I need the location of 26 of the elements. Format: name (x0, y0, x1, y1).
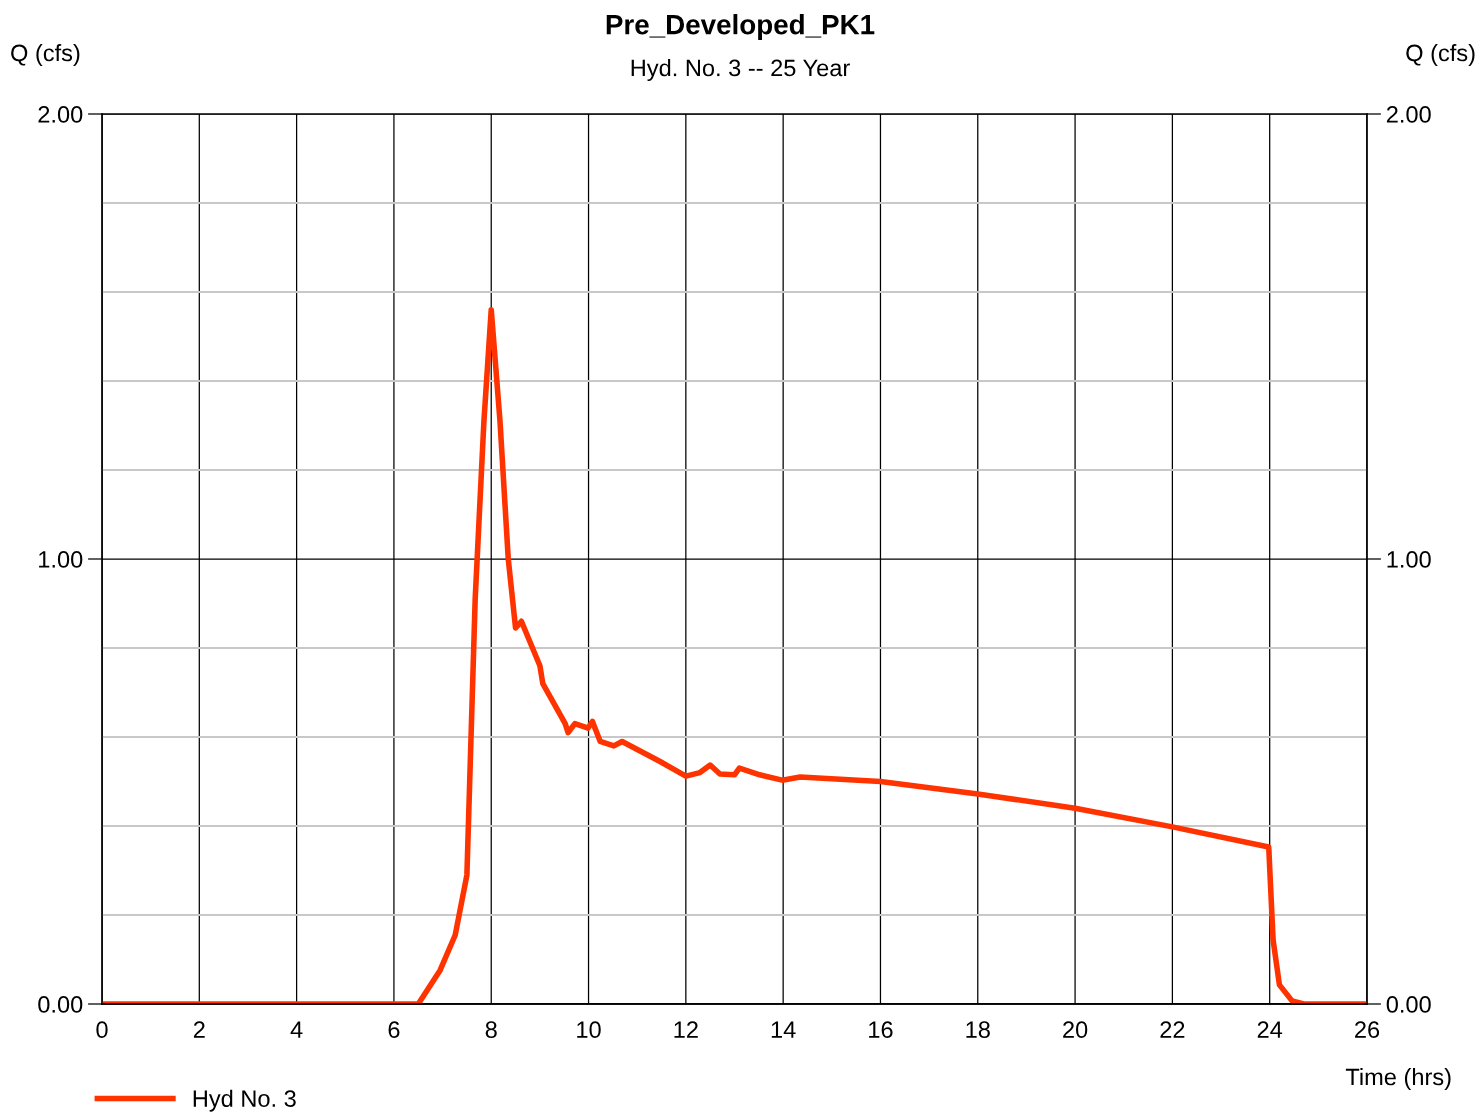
x-tick-label: 22 (1160, 1021, 1185, 1038)
x-tick-label: 16 (869, 1021, 893, 1039)
x-tick-label: 12 (674, 1021, 698, 1038)
chart-title: Pre_Developed_PK1 (606, 14, 875, 40)
x-axis-title: Time (hrs) (1345, 1067, 1451, 1090)
y-tick-label: 0.00 (38, 996, 83, 1013)
x-tick-label: 26 (1355, 1021, 1380, 1039)
x-tick-label: 0 (96, 1021, 108, 1039)
x-tick-label: 6 (388, 1021, 400, 1039)
y2-tick-label: 1.00 (1387, 551, 1431, 568)
x-tick-label: 4 (290, 1021, 303, 1038)
x-tick-label: 14 (771, 1021, 796, 1038)
y2-tick-label: 2.00 (1386, 106, 1431, 123)
x-tick-label: 8 (485, 1021, 497, 1039)
y-axis-title: Q (cfs) (11, 44, 80, 66)
x-tick-label: 10 (577, 1021, 601, 1039)
x-tick-label: 2 (193, 1021, 205, 1038)
x-tick-label: 20 (1063, 1021, 1088, 1039)
y-tick-label: 2.00 (38, 106, 83, 123)
legend-label: Hyd No. 3 (193, 1089, 296, 1112)
chart-subtitle: Hyd. No. 3 -- 25 Year (631, 59, 850, 81)
x-tick-label: 24 (1257, 1021, 1283, 1038)
y2-axis-title: Q (cfs) (1406, 44, 1475, 66)
x-tick-label: 18 (966, 1021, 990, 1039)
y2-tick-label: 0.00 (1386, 996, 1431, 1013)
y-tick-label: 1.00 (39, 551, 83, 568)
